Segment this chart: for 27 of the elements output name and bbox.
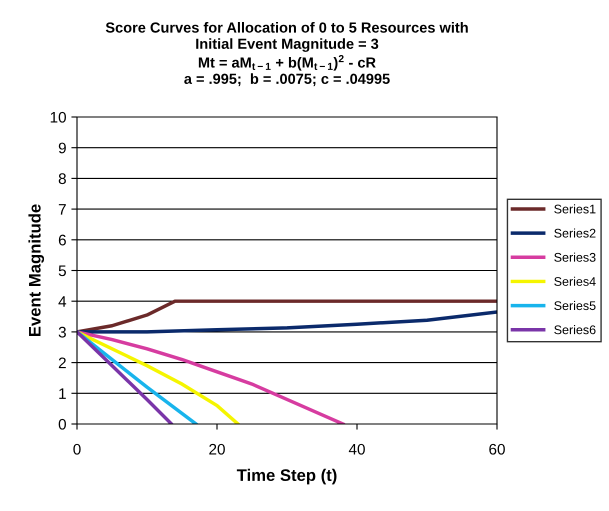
legend-label: Series5 <box>554 300 596 310</box>
x-tick-label: 20 <box>209 444 225 455</box>
y-tick-label: 8 <box>58 173 66 184</box>
legend-label: Series4 <box>554 276 596 286</box>
y-axis-title: Event Magnitude <box>28 204 44 336</box>
x-axis-title: Time Step (t) <box>236 468 336 484</box>
y-tick-label: 9 <box>58 142 66 154</box>
x-tick-label: 60 <box>489 444 505 455</box>
legend-label: Series1 <box>554 204 596 214</box>
y-tick-label: 5 <box>58 266 66 276</box>
y-tick-label: 0 <box>58 418 66 430</box>
legend-label: Series2 <box>554 228 596 238</box>
y-tick-label: 2 <box>58 357 66 368</box>
line-series <box>77 330 345 424</box>
x-tick-label: 40 <box>348 444 365 455</box>
y-tick-label: 7 <box>58 204 66 215</box>
y-tick-label: 6 <box>58 234 66 246</box>
y-tick-label: 4 <box>58 296 66 307</box>
line-series <box>77 330 240 424</box>
y-tick-label: 1 <box>59 388 66 399</box>
legend-label: Series6 <box>554 325 596 334</box>
chart-title: Score Curves for Allocation of 0 to 5 Resources with Initial Event Magnitude = 3 Mt = aM$_{t−1}$ + b(M$_{t−1}$)$^{2}$ - cR a = .995; b = .0075; c = .04995 <box>106 22 468 86</box>
y-tick-label: 3 <box>58 326 66 338</box>
y-tick-label: 10 <box>50 112 66 123</box>
legend-label: Series3 <box>554 252 596 262</box>
line-series <box>77 330 174 424</box>
x-tick-label: 0 <box>73 444 81 455</box>
